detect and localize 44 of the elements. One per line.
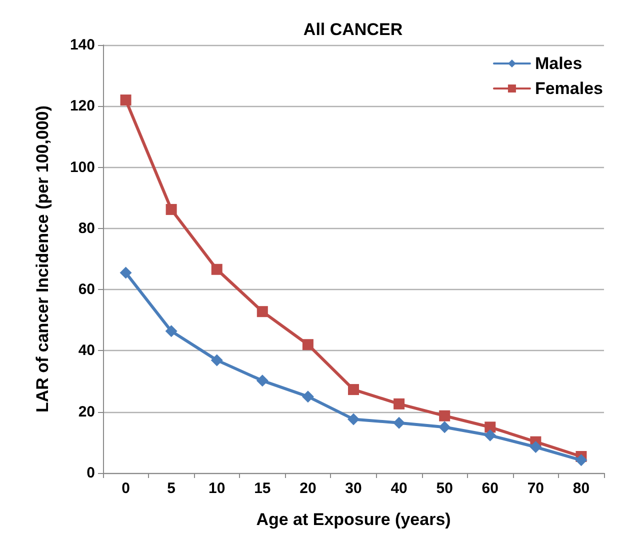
point — [393, 416, 406, 429]
point — [348, 384, 359, 396]
legend-label: Females — [534, 79, 604, 98]
x-tick-label: 80 — [572, 480, 590, 497]
y-tick-label: 20 — [78, 403, 95, 420]
point — [256, 306, 268, 318]
point — [210, 354, 223, 366]
x-tick-label: 40 — [390, 480, 408, 497]
x-tick-label: 10 — [208, 480, 226, 497]
x-tick-label: 15 — [254, 480, 271, 497]
point — [439, 410, 450, 422]
point — [120, 266, 132, 279]
legend-label: Males — [534, 54, 582, 73]
y-tick-label: 100 — [70, 158, 95, 176]
point — [211, 264, 222, 275]
chart-title: All CANCER — [303, 20, 403, 39]
x-tick-label: 0 — [122, 480, 130, 497]
y-tick-label: 140 — [70, 36, 95, 54]
y-tick-label: 60 — [78, 281, 95, 298]
point — [166, 204, 177, 215]
x-axis-title: Age at Exposure (years) — [256, 510, 451, 529]
x-tick-label: 5 — [167, 480, 176, 497]
point — [302, 390, 314, 403]
x-tick-label: 20 — [300, 480, 316, 497]
point — [394, 398, 405, 410]
y-axis-title: LAR of cancer Incidence (per 100,000) — [33, 105, 52, 413]
x-tick-label: 70 — [527, 480, 544, 497]
point — [438, 421, 451, 434]
x-tick-label: 50 — [436, 480, 453, 497]
y-tick-label: 0 — [86, 464, 95, 482]
y-tick-label: 120 — [70, 98, 95, 115]
x-tick-label: 30 — [345, 480, 362, 497]
x-tick-label: 60 — [482, 480, 498, 497]
point — [348, 413, 360, 426]
point — [120, 94, 132, 106]
point — [302, 339, 314, 350]
point — [530, 441, 542, 454]
point — [484, 429, 496, 442]
point — [165, 325, 178, 338]
point — [256, 374, 268, 387]
point — [484, 422, 496, 433]
y-tick-label: 40 — [78, 342, 95, 360]
y-tick-label: 80 — [78, 220, 95, 237]
point — [575, 454, 588, 466]
